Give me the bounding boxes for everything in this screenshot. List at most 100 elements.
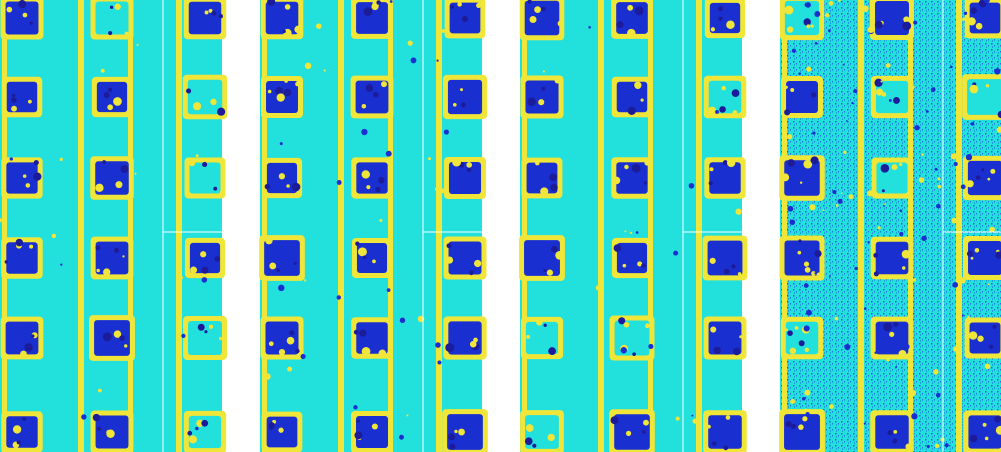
blob [300,340,302,342]
tile-speck [354,330,359,335]
tile-speck [204,330,207,333]
tile-core [968,161,1001,195]
blob [195,427,199,431]
tile-speck [30,21,33,24]
blob [305,63,311,69]
blob [936,393,940,397]
tile-speck [902,266,906,270]
blob [962,18,965,21]
tile-speck [217,108,225,116]
blob [122,255,124,257]
tile-speck [11,106,17,112]
stripe [956,0,962,452]
tile-speck [719,106,726,113]
blob [805,348,809,352]
tile-speck [354,431,362,439]
stripe [176,0,182,452]
tile-speck [990,169,995,174]
tile-speck [449,444,455,450]
tile-speck [711,27,715,31]
tile-speck [189,435,197,443]
tile-speck [893,322,898,327]
blob [909,41,911,43]
blob [806,412,810,416]
tile-core [615,321,650,356]
blob [406,414,408,416]
tile-speck [453,103,457,107]
blob [800,181,802,183]
blob [959,277,965,283]
tile-speck [95,184,103,192]
tile-speck [981,168,984,171]
blob [814,272,816,274]
blob [435,342,441,348]
tile-speck [17,440,21,444]
blob [128,297,132,301]
tile-speck [527,97,536,106]
tile-core [784,240,819,275]
blob [287,367,292,372]
tile-speck [976,175,981,180]
tile-speck [627,5,633,11]
blob [387,288,391,292]
blob [851,102,853,104]
tile-speck [198,324,205,331]
blob [285,4,291,10]
tile-speck [543,269,546,272]
tile-speck [24,343,32,351]
tile-speck [543,324,546,327]
blob [459,324,463,328]
tile-speck [787,330,793,336]
blob [52,234,56,238]
tile-speck [718,16,722,20]
tile-speck [373,92,379,98]
tile-speck [635,6,644,15]
tile-speck [526,424,534,432]
tile-speck [738,272,742,276]
blob [843,64,845,66]
blob [864,423,866,425]
blob [181,334,185,338]
tile-speck [292,183,301,192]
blob [855,267,858,270]
tile-speck [632,352,636,356]
tile-speck [445,343,454,352]
blob [324,69,326,71]
tile-speck [457,2,462,7]
blob [790,399,795,404]
tile-speck [265,184,271,190]
blob [630,232,632,234]
tile-speck [893,439,898,444]
tile-speck [874,271,879,276]
tile-speck [287,337,295,345]
tile-speck [882,189,885,192]
blob [440,188,445,193]
tile-speck [785,86,788,89]
tile-speck [798,239,801,242]
tile-core [525,80,558,113]
tile-speck [362,104,367,109]
blob [937,185,941,189]
tile-core [448,80,482,114]
tile-speck [784,109,790,115]
tile-speck [26,183,31,188]
tile-speck [893,97,900,104]
stripe [388,0,393,452]
tile-speck [200,251,206,257]
tile-speck [710,258,716,264]
blob [823,209,825,211]
tile-speck [970,85,979,94]
tile-speck [104,92,110,98]
tile-speck [811,24,814,27]
tile-speck [535,161,540,166]
tile-speck [873,253,878,258]
tile-speck [108,31,112,35]
blob [846,120,848,122]
panel [259,0,488,452]
blob [828,29,831,32]
tile-speck [96,269,99,272]
tile-speck [120,165,128,173]
tile-speck [213,187,217,191]
tile-speck [644,160,650,166]
tile-speck [892,164,898,170]
